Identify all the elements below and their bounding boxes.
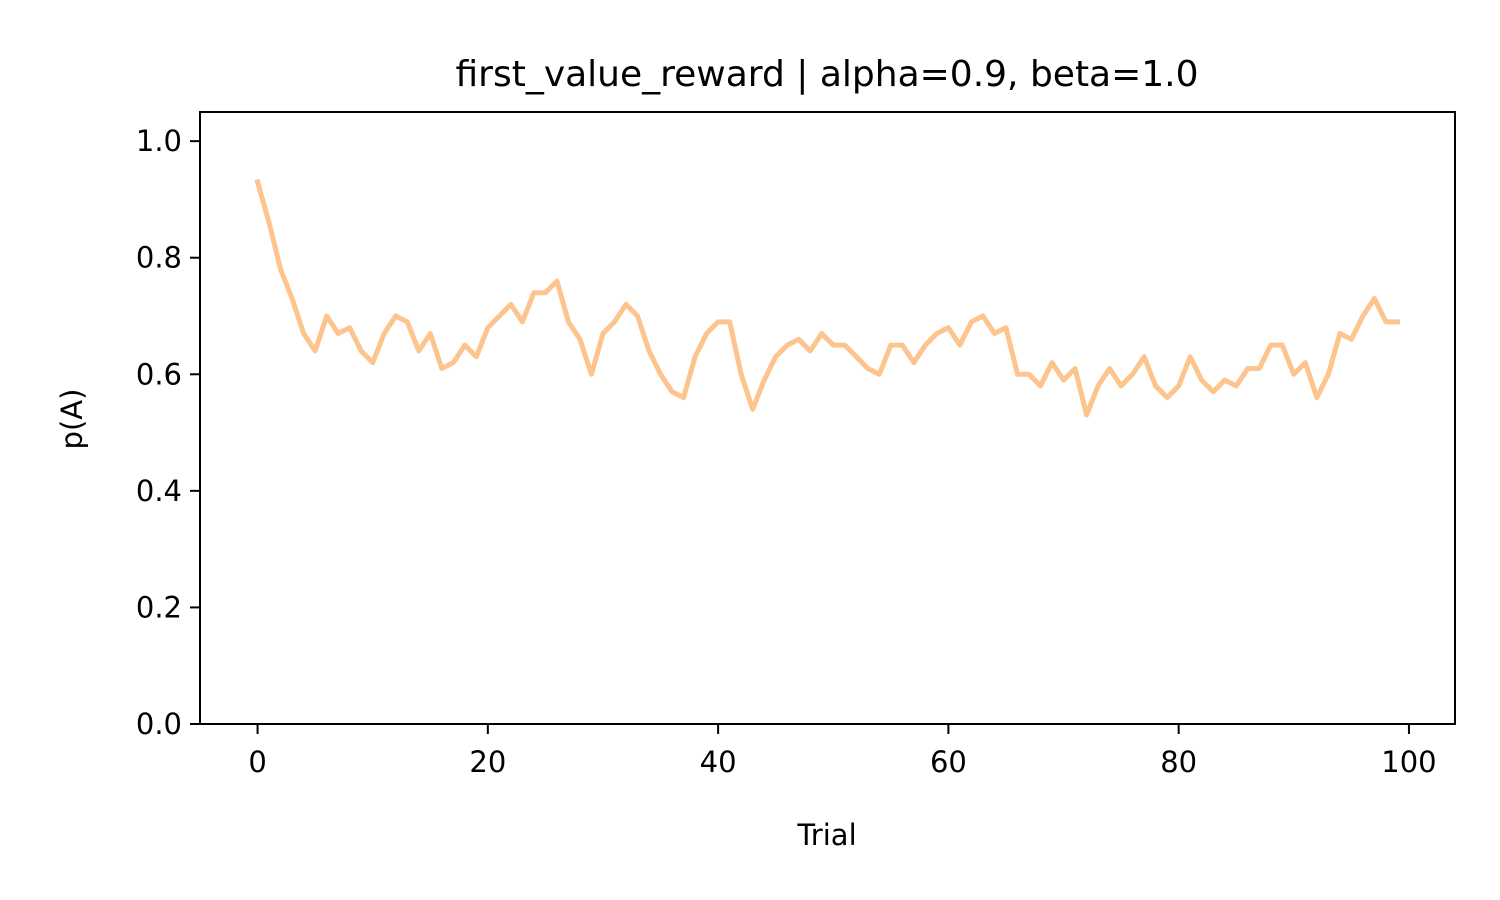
ticks-group: 0 20 40 60 80 100 0.0 0.2 0.4 0.6 0.8 1.0 — [136, 124, 1437, 779]
x-axis-label: Trial — [796, 818, 856, 852]
y-tick-label: 1.0 — [136, 124, 182, 158]
x-tick-label: 20 — [469, 745, 506, 779]
series-group — [254, 178, 1400, 418]
y-axis-label: p(A) — [55, 389, 89, 450]
plot-frame — [199, 111, 1456, 725]
y-tick-label: 0.2 — [136, 590, 182, 624]
y-tick-label: 0.0 — [136, 707, 182, 741]
y-tick-label: 0.4 — [136, 474, 182, 508]
series-line — [254, 178, 1400, 418]
chart-title: first_value_reward | alpha=0.9, beta=1.0 — [455, 54, 1198, 95]
x-tick-label: 80 — [1160, 745, 1197, 779]
x-tick-label: 0 — [248, 745, 266, 779]
y-tick-label: 0.8 — [136, 241, 182, 275]
y-tick-label: 0.6 — [136, 357, 182, 391]
x-tick-label: 40 — [700, 745, 737, 779]
x-tick-label: 60 — [930, 745, 967, 779]
x-tick-label: 100 — [1381, 745, 1436, 779]
